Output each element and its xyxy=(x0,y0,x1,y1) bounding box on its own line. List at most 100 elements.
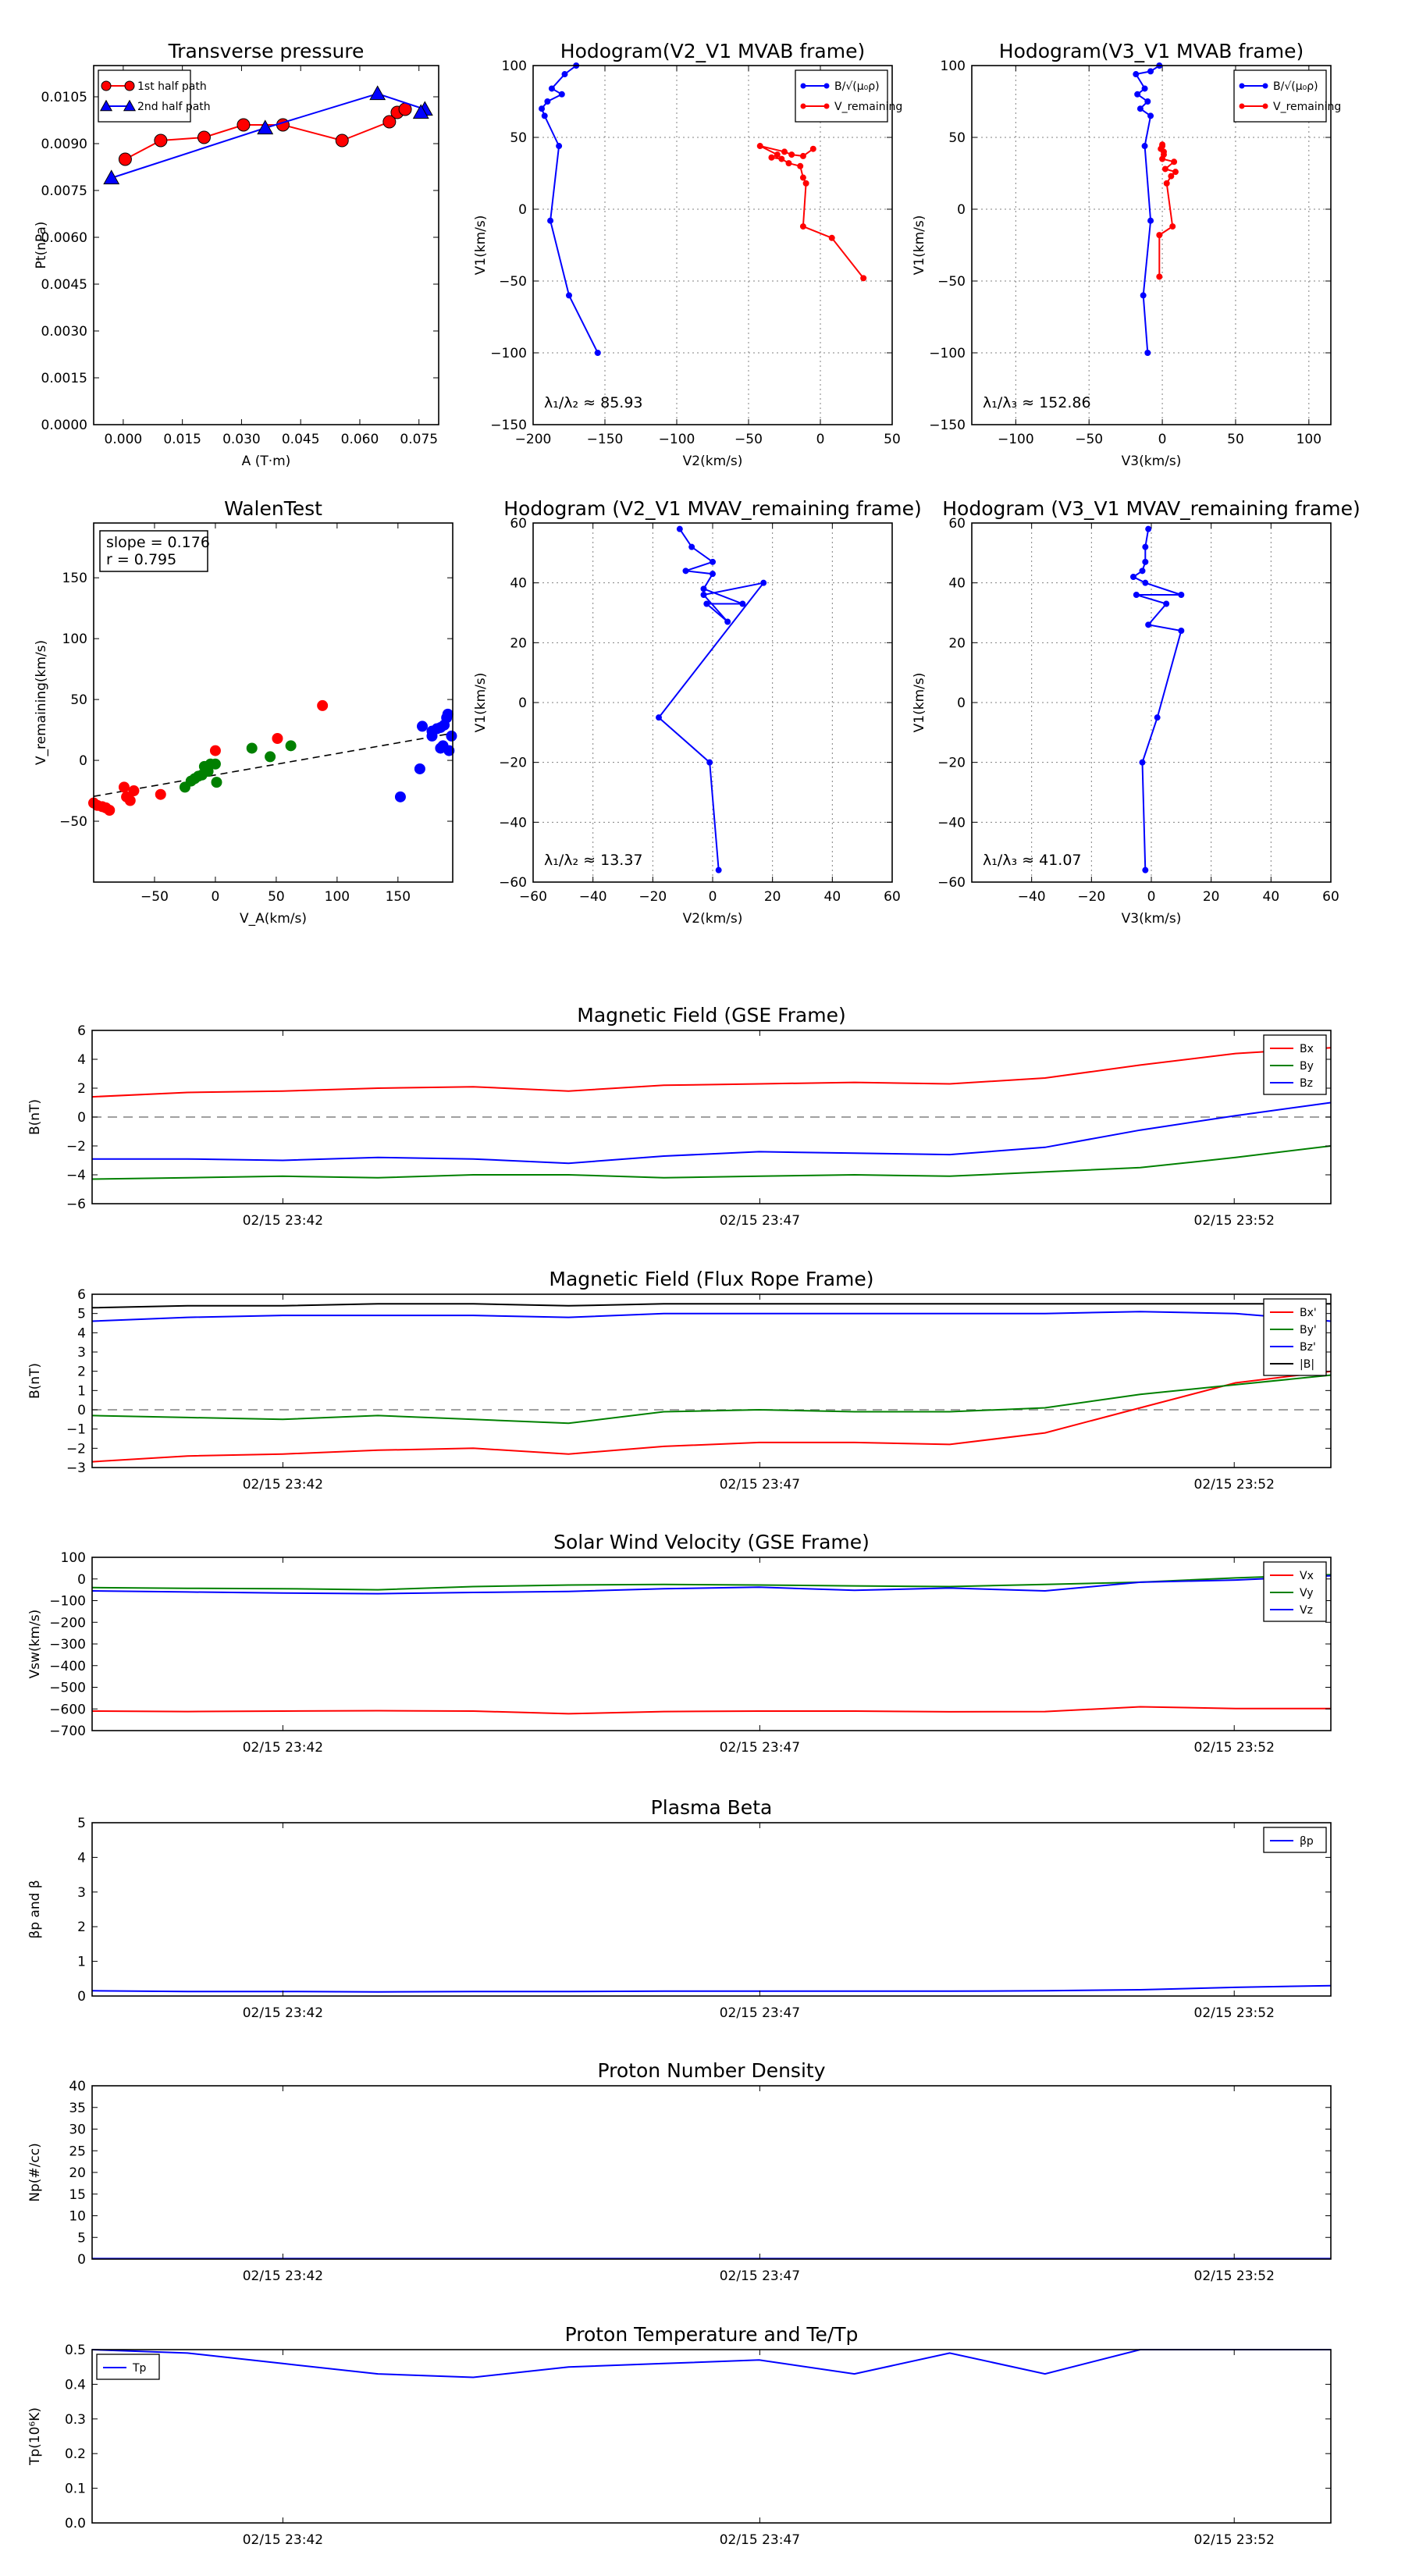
hodogram-v2-v1-mvav-point-0-0 xyxy=(715,866,722,873)
hodogram-v2-v1-mvab-point-0-9 xyxy=(561,71,568,78)
hodogram-v3-v1-mvav-series-line-0 xyxy=(1132,528,1183,870)
plasma-beta-plot-frame xyxy=(91,1822,1332,1997)
transverse-pressure-point-0-1 xyxy=(154,133,168,148)
magnetic-field-flux-rope-ytick-label: 3 xyxy=(77,1345,86,1361)
hodogram-v3-v1-mvav-ytick-label: −60 xyxy=(937,875,966,891)
hodogram-v2-v1-mvab-legend-label: V_remaining xyxy=(834,101,902,113)
solar-wind-velocity-ylabel: Vsw(km/s) xyxy=(27,1610,43,1679)
hodogram-v3-v1-mvab-ytick-label: −100 xyxy=(929,346,966,361)
transverse-pressure-legend-label: 1st half path xyxy=(137,80,207,93)
hodogram-v3-v1-mvav-title: Hodogram (V3_V1 MVAV_remaining frame) xyxy=(942,497,1361,520)
hodogram-v3-v1-mvab-ytick-label: 0 xyxy=(957,202,966,218)
hodogram-v3-v1-mvab-legend-marker-b xyxy=(1262,83,1268,89)
magnetic-field-gse-legend-label: By xyxy=(1300,1060,1314,1073)
hodogram-v3-v1-mvav-point-0-13 xyxy=(1145,525,1152,532)
magnetic-field-flux-rope-series-line-0 xyxy=(91,1370,1332,1463)
solar-wind-velocity-series-line-0 xyxy=(91,1706,1331,1715)
hodogram-v2-v1-mvav-point-0-1 xyxy=(706,759,713,766)
transverse-pressure-point-1-0 xyxy=(103,169,120,185)
walen-test-point-2-12 xyxy=(446,730,457,742)
hodogram-v2-v1-mvav-point-0-10 xyxy=(682,568,689,575)
magnetic-field-gse-legend-label: Bx xyxy=(1300,1043,1314,1055)
plasma-beta-xtick-label: 02/15 23:42 xyxy=(243,2005,323,2021)
plasma-beta-xtick-label: 02/15 23:52 xyxy=(1194,2005,1275,2021)
hodogram-v2-v1-mvab-annotation: λ₁/λ₂ ≈ 85.93 xyxy=(544,394,643,411)
hodogram-v3-v1-mvab-ylabel: V1(km/s) xyxy=(912,215,927,276)
hodogram-v3-v1-mvav-xtick-label: −40 xyxy=(1018,889,1046,905)
proton-temperature-ytick-label: 0.0 xyxy=(65,2516,86,2532)
hodogram-v3-v1-mvab-xtick-label: −50 xyxy=(1075,432,1103,447)
walen-test-ytick-label: 0 xyxy=(79,753,87,769)
proton-temperature-xtick-label: 02/15 23:42 xyxy=(243,2532,323,2548)
magnetic-field-flux-rope-ylabel: B(nT) xyxy=(27,1363,43,1399)
hodogram-v2-v1-mvab-ytick-label: −50 xyxy=(499,274,527,290)
hodogram-v2-v1-mvab-ytick-label: 100 xyxy=(502,59,527,74)
transverse-pressure-ytick-label: 0.0030 xyxy=(41,324,87,340)
walen-test-xtick-label: 50 xyxy=(268,889,285,905)
hodogram-v3-v1-mvab-annotation: λ₁/λ₃ ≈ 152.86 xyxy=(983,394,1091,411)
magnetic-field-flux-rope-ytick-label: 6 xyxy=(77,1287,86,1303)
hodogram-v2-v1-mvab-series-line-1 xyxy=(759,145,864,279)
solar-wind-velocity-series-line-1 xyxy=(91,1574,1332,1591)
walen-test-point-2-13 xyxy=(442,708,454,720)
walen-test-annotation-line: r = 0.795 xyxy=(106,551,176,568)
hodogram-v2-v1-mvav-point-0-4 xyxy=(700,592,707,598)
hodogram-v3-v1-mvab-xtick-label: 0 xyxy=(1158,432,1167,447)
hodogram-v3-v1-mvab-plot-frame xyxy=(971,65,1332,425)
transverse-pressure-xtick-label: 0.030 xyxy=(222,432,261,447)
magnetic-field-flux-rope-chart: 02/15 23:42 02/15 23:47 02/15 23:52 −3 −2 −1 0… xyxy=(27,1268,1332,1493)
hodogram-v3-v1-mvab-point-1-2 xyxy=(1169,223,1176,230)
hodogram-v2-v1-mvav-point-0-2 xyxy=(656,714,662,721)
walen-test-point-2-0 xyxy=(394,791,406,802)
transverse-pressure-ytick-label: 0.0090 xyxy=(41,137,87,152)
hodogram-v2-v1-mvab-point-0-2 xyxy=(547,217,554,224)
proton-number-density-ytick-label: 0 xyxy=(77,2252,86,2268)
proton-temperature-ytick-label: 0.1 xyxy=(65,2482,86,2497)
walen-test-chart: −50 0 50 100 150 −50 0 50 100 150 WalenTest V_A(km/… xyxy=(34,497,457,927)
transverse-pressure-ytick-label: 0.0105 xyxy=(41,90,87,105)
hodogram-v2-v1-mvab-ytick-label: 50 xyxy=(510,130,527,146)
proton-number-density-xtick-label: 02/15 23:52 xyxy=(1194,2268,1275,2284)
hodogram-v2-v1-mvav-xtick-label: −20 xyxy=(638,889,667,905)
hodogram-v3-v1-mvav-point-0-6 xyxy=(1133,592,1140,598)
walen-test-plot-frame xyxy=(93,522,454,883)
magnetic-field-gse-series-line-1 xyxy=(91,1145,1332,1180)
transverse-pressure-legend-label: 2nd half path xyxy=(137,101,211,113)
walen-test-fit-line xyxy=(93,732,454,798)
solar-wind-velocity-legend-label: Vy xyxy=(1300,1587,1314,1599)
hodogram-v3-v1-mvab-legend-label: B/√(μ₀ρ) xyxy=(1273,80,1318,93)
solar-wind-velocity-title: Solar Wind Velocity (GSE Frame) xyxy=(553,1531,870,1553)
hodogram-v2-v1-mvab-legend-marker-b xyxy=(823,103,830,109)
magnetic-field-gse-title: Magnetic Field (GSE Frame) xyxy=(577,1004,845,1026)
solar-wind-velocity-ytick-label: −700 xyxy=(49,1724,86,1739)
solar-wind-velocity-ytick-label: 0 xyxy=(77,1572,86,1588)
hodogram-v3-v1-mvab-point-1-5 xyxy=(1172,169,1179,176)
proton-number-density-ytick-label: 35 xyxy=(69,2101,86,2116)
hodogram-v2-v1-mvab-point-1-2 xyxy=(799,223,806,230)
hodogram-v2-v1-mvav-annotation: λ₁/λ₂ ≈ 13.37 xyxy=(544,852,643,869)
hodogram-v3-v1-mvab-point-0-5 xyxy=(1136,105,1144,112)
transverse-pressure-point-0-3 xyxy=(237,118,251,132)
hodogram-v3-v1-mvav-ytick-label: 0 xyxy=(957,696,966,711)
transverse-pressure-xtick-label: 0.045 xyxy=(282,432,320,447)
solar-wind-velocity-plot-frame xyxy=(91,1557,1332,1731)
transverse-pressure-xlabel: A (T·m) xyxy=(242,454,291,469)
hodogram-v3-v1-mvav-point-0-9 xyxy=(1130,574,1136,580)
hodogram-v2-v1-mvab-legend-box xyxy=(795,69,888,123)
hodogram-v2-v1-mvav-ytick-label: −60 xyxy=(499,875,527,891)
proton-number-density-chart: 02/15 23:42 02/15 23:47 02/15 23:52 0 5 10 15 2… xyxy=(27,2059,1332,2284)
magnetic-field-flux-rope-xtick-label: 02/15 23:42 xyxy=(243,1477,323,1493)
hodogram-v2-v1-mvav-xlabel: V2(km/s) xyxy=(683,911,743,927)
hodogram-v2-v1-mvav-point-0-8 xyxy=(700,585,707,592)
hodogram-v2-v1-mvab-legend-marker-b xyxy=(823,83,830,89)
transverse-pressure-point-1-1 xyxy=(257,119,274,135)
hodogram-v3-v1-mvab-xlabel: V3(km/s) xyxy=(1122,454,1182,469)
hodogram-v2-v1-mvav-xtick-label: 60 xyxy=(884,889,901,905)
walen-test-point-0-7 xyxy=(124,795,136,806)
magnetic-field-gse-legend-label: Bz xyxy=(1300,1077,1313,1090)
hodogram-v3-v1-mvab-ytick-label: 50 xyxy=(948,130,966,146)
walen-test-point-1-9 xyxy=(211,777,222,788)
walen-test-point-1-8 xyxy=(209,758,221,770)
hodogram-v2-v1-mvav-xtick-label: 20 xyxy=(764,889,781,905)
hodogram-v3-v1-mvav-xtick-label: 20 xyxy=(1203,889,1220,905)
